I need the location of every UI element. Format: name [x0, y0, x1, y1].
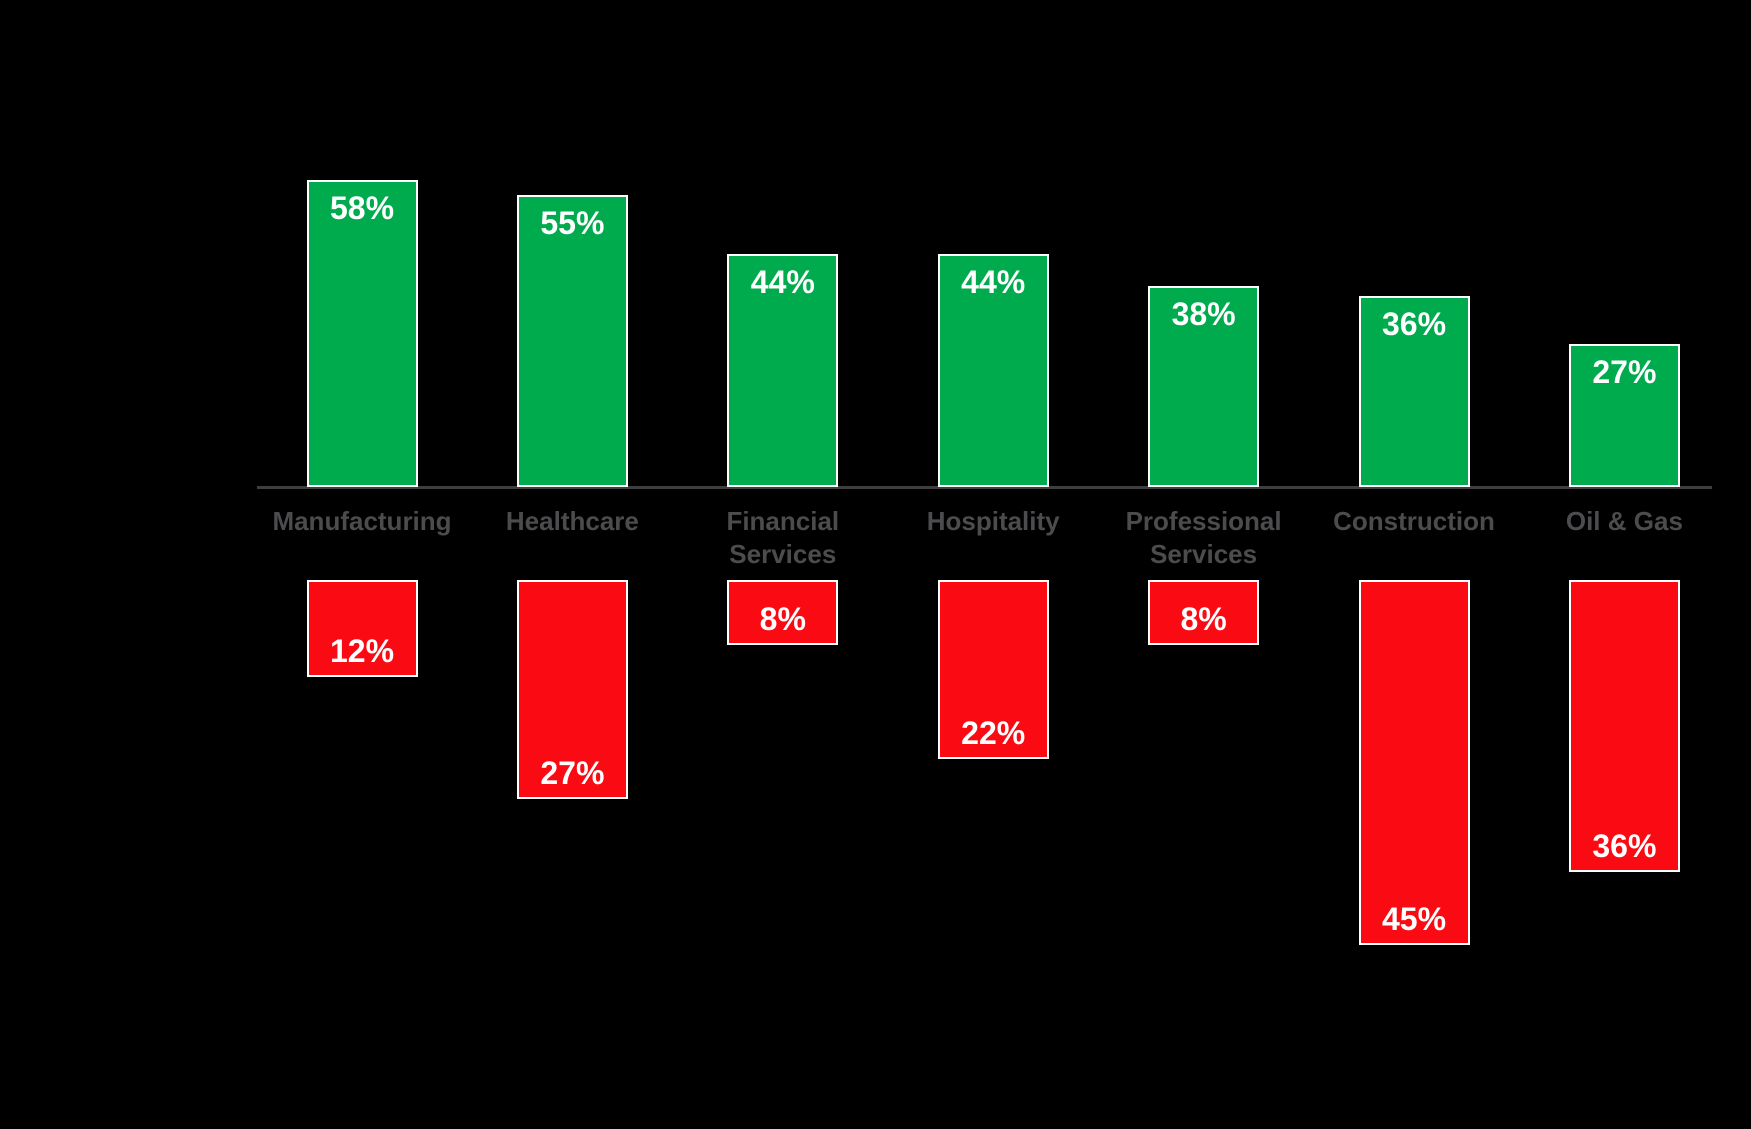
bar-above-axis: 55%: [516, 195, 628, 487]
category-label: Professional Services: [1125, 506, 1282, 569]
bar-above-axis: 58%: [306, 180, 418, 487]
category-label: Oil & Gas: [1565, 506, 1683, 536]
bar-value-label: 36%: [1592, 828, 1657, 864]
bar-value-label: 12%: [329, 633, 395, 669]
bar-below-axis: 36%: [1568, 580, 1680, 872]
bar-value-label: 36%: [1381, 306, 1447, 342]
bar-above-axis: 36%: [1358, 296, 1470, 487]
bar-below-axis: 45%: [1358, 580, 1470, 945]
category-label: Construction: [1333, 506, 1495, 536]
bar-above-axis: 38%: [1148, 286, 1260, 487]
bar-above-axis: 27%: [1568, 344, 1680, 487]
bar-value-label: 44%: [961, 264, 1026, 300]
bar-value-label: 8%: [759, 601, 806, 637]
category-label: Manufacturing: [272, 506, 452, 536]
bar-below-axis: 12%: [306, 580, 418, 677]
bar-below-axis: 22%: [937, 580, 1049, 759]
category-label: Hospitality: [926, 506, 1060, 536]
bar-value-label: 22%: [961, 715, 1026, 751]
bar-value-label: 45%: [1381, 901, 1447, 937]
category-label: Healthcare: [505, 506, 639, 536]
bar-value-label: 27%: [540, 755, 605, 791]
bar-below-axis: 27%: [516, 580, 628, 799]
bar-above-axis: 44%: [937, 254, 1049, 487]
bar-value-label: 27%: [1592, 354, 1657, 390]
bar-below-axis: 8%: [1148, 580, 1260, 645]
bar-value-label: 38%: [1171, 296, 1236, 332]
bar-value-label: 55%: [540, 205, 605, 241]
bar-below-axis: 8%: [727, 580, 839, 645]
bar-value-label: 58%: [329, 190, 395, 226]
bar-value-label: 44%: [750, 264, 815, 300]
bar-value-label: 8%: [1180, 601, 1227, 637]
bar-above-axis: 44%: [727, 254, 839, 487]
category-label: Financial Services: [726, 506, 840, 569]
x-axis-line: [257, 486, 1712, 489]
